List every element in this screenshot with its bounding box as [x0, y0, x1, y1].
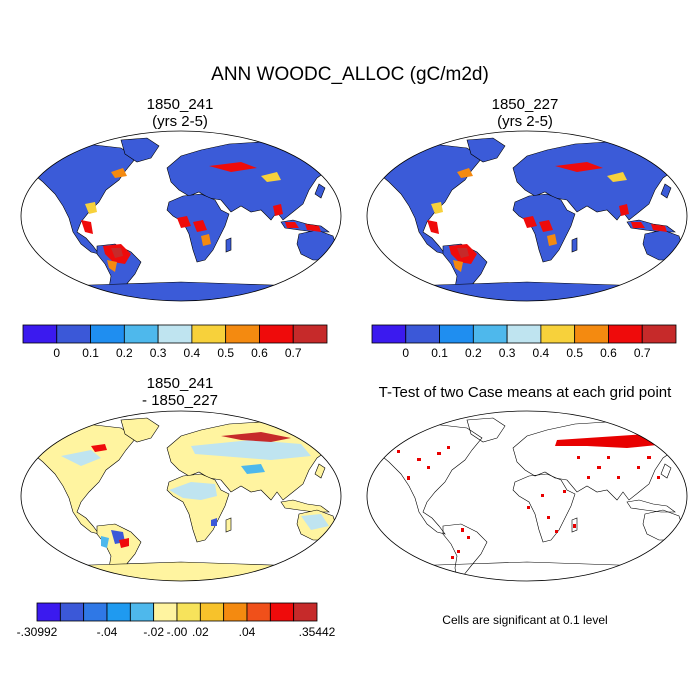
colorbar-label: 0.4 [533, 346, 550, 360]
colorbar-swatch [59, 602, 85, 622]
colorbar-swatch [225, 324, 260, 344]
colorbar-swatch [36, 602, 61, 622]
colorbar-swatch [405, 324, 440, 344]
panel-title-bottom-right: T-Test of two Case means at each grid po… [378, 384, 672, 401]
panel-title-bottom-left: 1850_241 - 1850_227 [142, 375, 218, 409]
significance-note: Cells are significant at 0.1 level [442, 613, 608, 627]
colorbar-label: -.02 [143, 625, 164, 639]
colorbar-label: 0.2 [116, 346, 133, 360]
main-title: ANN WOODC_ALLOC (gC/m2d) [211, 64, 489, 85]
colorbar-label: 0.7 [634, 346, 651, 360]
map-panel-top-left [20, 130, 342, 302]
colorbar-swatch [293, 602, 318, 622]
colorbar-swatch [153, 602, 178, 622]
colorbar-swatch [157, 324, 193, 344]
colorbar-swatch [439, 324, 474, 344]
colorbar-label: 0.5 [566, 346, 583, 360]
map-panel-bottom-left [20, 410, 342, 582]
colorbar-swatch [176, 602, 201, 622]
panel-title-top-left: 1850_241 (yrs 2-5) [146, 96, 214, 130]
colorbar-label: -.00 [167, 625, 188, 639]
colorbar-bottom-left: -.30992 -.04 -.02 -.00 .02 .04 .35442 [17, 602, 336, 639]
colorbar-label: 0.2 [465, 346, 482, 360]
colorbar-swatch [269, 602, 295, 622]
colorbar-label: 0.7 [285, 346, 302, 360]
colorbar-swatch [56, 324, 91, 344]
colorbar-label: 0.1 [431, 346, 448, 360]
colorbar-swatch [90, 324, 125, 344]
colorbar-swatch [472, 324, 508, 344]
colorbar-top-left: 0 0.1 0.2 0.3 0.4 0.5 0.6 0.7 [22, 324, 328, 360]
colorbar-swatch [129, 602, 155, 622]
colorbar-label: -.04 [97, 625, 118, 639]
map-panel-top-right [366, 130, 688, 302]
colorbar-label: 0.5 [217, 346, 234, 360]
colorbar-top-right: 0 0.1 0.2 0.3 0.4 0.5 0.6 0.7 [371, 324, 677, 360]
colorbar-label: 0.6 [251, 346, 268, 360]
colorbar-swatch [199, 602, 225, 622]
colorbar-label: .35442 [299, 625, 336, 639]
map-panel-bottom-right [366, 410, 688, 582]
colorbar-label: 0.6 [600, 346, 617, 360]
colorbar-swatch [83, 602, 108, 622]
colorbar-swatch [106, 602, 131, 622]
colorbar-swatch [292, 324, 328, 344]
colorbar-swatch [191, 324, 227, 344]
colorbar-swatch [540, 324, 576, 344]
colorbar-swatch [608, 324, 643, 344]
panel-title-top-right: 1850_227 (yrs 2-5) [491, 96, 559, 130]
colorbar-label: 0.3 [150, 346, 167, 360]
colorbar-swatch [574, 324, 609, 344]
colorbar-label: 0.1 [82, 346, 99, 360]
colorbar-label: 0 [402, 346, 409, 360]
colorbar-swatch [22, 324, 58, 344]
colorbar-swatch [371, 324, 407, 344]
colorbar-swatch [641, 324, 677, 344]
colorbar-swatch [123, 324, 159, 344]
colorbar-label: .04 [239, 625, 256, 639]
colorbar-label: 0 [53, 346, 60, 360]
colorbar-swatch [259, 324, 294, 344]
colorbar-swatch [506, 324, 542, 344]
colorbar-label: 0.4 [184, 346, 201, 360]
colorbar-label: .02 [192, 625, 209, 639]
colorbar-label: 0.3 [499, 346, 516, 360]
colorbar-label: -.30992 [17, 625, 58, 639]
colorbar-swatch [246, 602, 271, 622]
colorbar-swatch [223, 602, 248, 622]
